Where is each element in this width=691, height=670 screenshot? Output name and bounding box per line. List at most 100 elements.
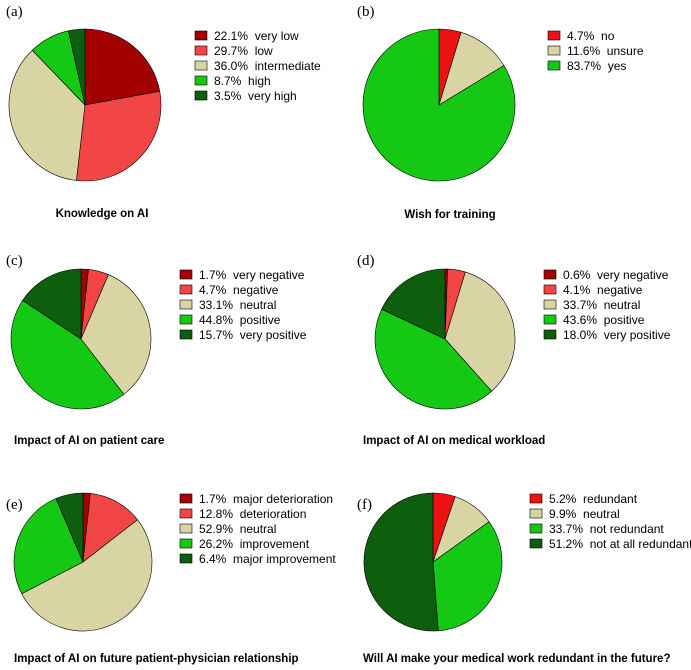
legend-swatch-very-negative <box>179 269 193 280</box>
legend-swatch-positive <box>179 314 193 325</box>
pie-slice-major-improvement <box>55 492 84 563</box>
pie-slice-improvement <box>13 498 84 595</box>
pie-slice-very-positive <box>22 268 82 340</box>
chart-title-training: Wish for training <box>404 209 495 221</box>
panel-letter-f: (f) <box>357 497 372 513</box>
pie-slice-neutral <box>444 271 516 392</box>
legend-label-redundant: 5.2% redundant <box>549 492 638 506</box>
legend-swatch-no <box>547 30 561 41</box>
pie-slice-not-redundant <box>432 521 503 632</box>
legend-swatch-negative <box>543 284 557 295</box>
legend-swatch-neutral <box>179 299 193 310</box>
legend-swatch-positive <box>543 314 557 325</box>
legend-label-not-at-all-redundant: 51.2% not at all redundant <box>549 537 691 551</box>
legend-label-high: 8.7% high <box>214 74 271 88</box>
legend-label-low: 29.7% low <box>214 44 273 58</box>
panel-letter-a: (a) <box>6 4 23 20</box>
legend-label-neutral: 52.9% neutral <box>199 522 276 536</box>
pie-slice-positive <box>374 308 493 410</box>
pie-slice-neutral <box>21 519 153 632</box>
legend-label-negative: 4.7% negative <box>199 283 279 297</box>
panel-letter-c: (c) <box>6 253 23 269</box>
pie-patient-care <box>10 268 152 410</box>
legend-swatch-neutral <box>543 299 557 310</box>
legend-swatch-neutral <box>179 523 193 534</box>
chart-title-redundant: Will AI make your medical work redundant… <box>363 653 670 665</box>
legend-label-negative: 4.1% negative <box>563 283 643 297</box>
legend-swatch-high <box>194 75 208 86</box>
legend-label-no: 4.7% no <box>567 29 615 43</box>
pie-slice-yes <box>362 28 516 182</box>
legend-swatch-yes <box>547 60 561 71</box>
pie-slice-very-positive <box>381 268 446 340</box>
pie-slice-neutral <box>80 274 152 395</box>
legend-label-very-high: 3.5% very high <box>214 89 297 103</box>
legend-swatch-major-improvement <box>179 553 193 564</box>
legend-swatch-very-negative <box>543 269 557 280</box>
chart-title-workload: Impact of AI on medical workload <box>363 435 545 447</box>
legend-label-very-low: 22.1% very low <box>214 29 299 43</box>
pie-workload <box>374 268 516 410</box>
legend-swatch-very-high <box>194 90 208 101</box>
legend-label-neutral: 9.9% neutral <box>549 507 620 521</box>
legend-label-positive: 43.6% positive <box>563 313 645 327</box>
legend-label-major-improvement: 6.4% major improvement <box>199 552 336 566</box>
legend-label-very-positive: 18.0% very positive <box>563 328 671 342</box>
legend-swatch-major-deterioration <box>179 493 193 504</box>
legend-swatch-redundant <box>529 493 543 504</box>
legend-swatch-improvement <box>179 538 193 549</box>
legend-swatch-not-at-all-redundant <box>529 538 543 549</box>
legend-label-very-positive: 15.7% very positive <box>199 328 307 342</box>
legend-swatch-not-redundant <box>529 523 543 534</box>
legend-swatch-neutral <box>529 508 543 519</box>
legend-label-improvement: 26.2% improvement <box>199 537 310 551</box>
legend-label-intermediate: 36.0% intermediate <box>214 59 321 73</box>
legend-swatch-intermediate <box>194 60 208 71</box>
legend-label-very-negative: 1.7% very negative <box>199 268 305 282</box>
chart-title-knowledge: Knowledge on AI <box>56 208 149 220</box>
legend-label-deterioration: 12.8% deterioration <box>199 507 306 521</box>
legend-label-positive: 44.8% positive <box>199 313 281 327</box>
pie-slice-not-at-all-redundant <box>363 492 439 632</box>
pie-knowledge <box>8 28 162 182</box>
pie-slice-positive <box>10 299 125 410</box>
chart-title-patient-care: Impact of AI on patient care <box>14 435 164 447</box>
legend-swatch-very-positive <box>179 329 193 340</box>
pie-relationship <box>13 492 153 632</box>
legend-label-not-redundant: 33.7% not redundant <box>549 522 664 536</box>
legend-swatch-unsure <box>547 45 561 56</box>
legend-label-yes: 83.7% yes <box>567 59 626 73</box>
pie-slice-intermediate <box>8 49 86 181</box>
legend-label-unsure: 11.6% unsure <box>567 44 644 58</box>
legend-swatch-deterioration <box>179 508 193 519</box>
legend-label-neutral: 33.1% neutral <box>199 298 276 312</box>
legend-swatch-very-low <box>194 30 208 41</box>
pie-slice-very-low <box>84 28 161 106</box>
legend-label-major-deterioration: 1.7% major deterioration <box>199 492 333 506</box>
pie-slice-very-high <box>68 28 86 106</box>
legend-label-very-negative: 0.6% very negative <box>563 268 669 282</box>
pie-slice-low <box>76 90 162 182</box>
chart-title-relationship: Impact of AI on future patient-physician… <box>14 653 299 665</box>
legend-swatch-low <box>194 45 208 56</box>
legend-label-neutral: 33.7% neutral <box>563 298 640 312</box>
panel-letter-e: (e) <box>6 497 23 513</box>
pie-training <box>362 28 516 182</box>
legend-swatch-negative <box>179 284 193 295</box>
panel-letter-d: (d) <box>357 253 375 269</box>
pie-slice-deterioration <box>82 493 138 563</box>
legend-swatch-very-positive <box>543 329 557 340</box>
pie-redundant <box>363 492 503 632</box>
